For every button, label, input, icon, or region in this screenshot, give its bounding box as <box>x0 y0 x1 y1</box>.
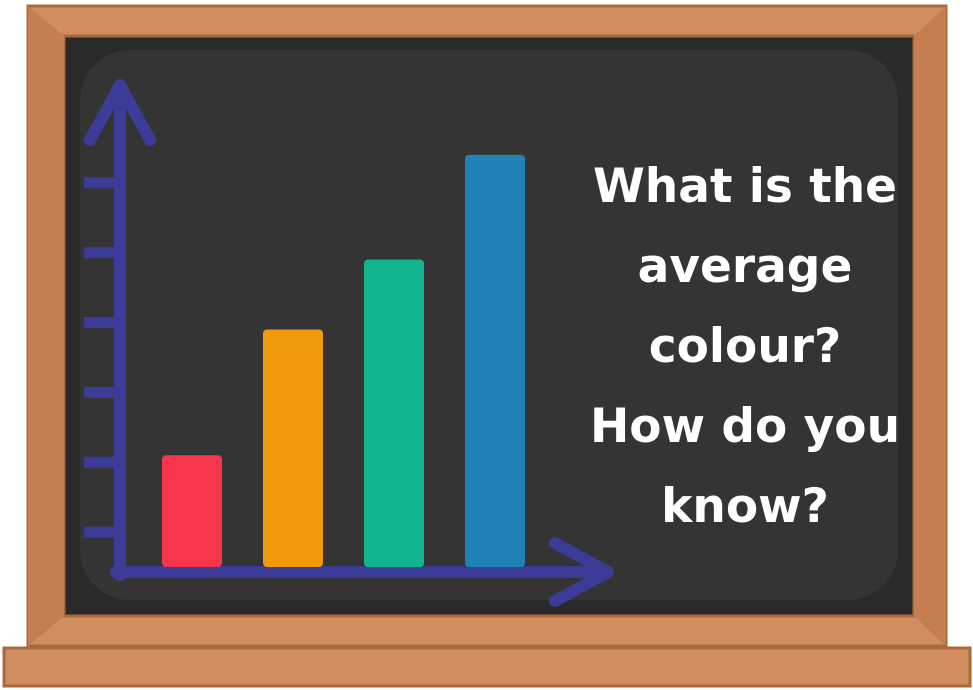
page: What is the average colour? How do you know?… <box>0 0 973 690</box>
bar <box>162 455 222 567</box>
frame-right <box>914 6 946 646</box>
question-text: average <box>638 239 853 294</box>
bar <box>364 260 424 567</box>
bar <box>263 329 323 567</box>
chalkboard: What is the average colour? How do you know? <box>0 0 973 690</box>
question-text: How do you <box>590 399 900 454</box>
question-text: colour? <box>649 319 841 374</box>
frame-left <box>28 6 64 646</box>
question-text: know? <box>661 479 829 534</box>
ledge <box>4 648 970 686</box>
bar <box>465 155 525 567</box>
question-text: What is the <box>593 159 897 214</box>
